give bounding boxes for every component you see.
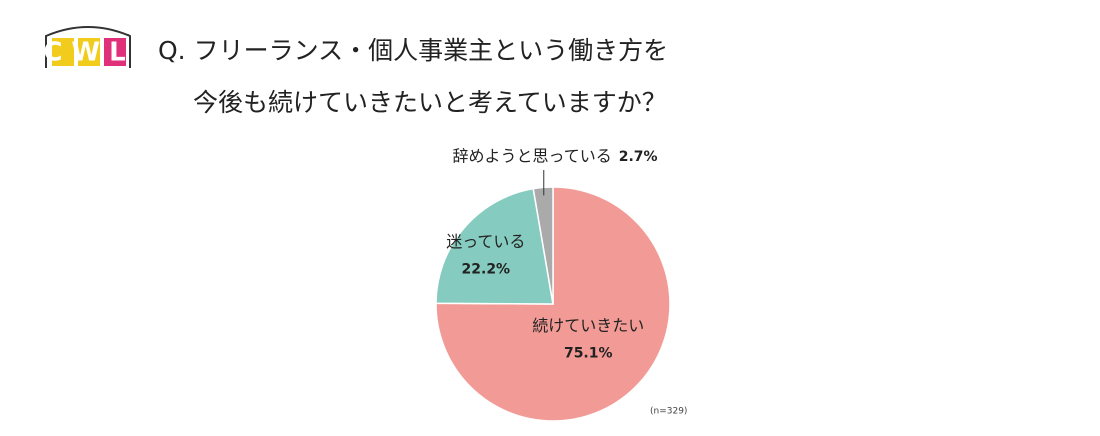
- logo-block: [104, 38, 126, 66]
- value-label: 2.7%: [619, 149, 658, 165]
- pie-slice: [435, 186, 671, 422]
- note: (n=329): [650, 407, 687, 417]
- logo-frame: [45, 26, 131, 68]
- title-line: 今後も続けていきたいと考えていますか？: [193, 88, 667, 117]
- logo-block: [52, 38, 74, 66]
- pie-slice: [435, 187, 554, 305]
- logo: CWL: [43, 26, 134, 68]
- logo-block: [78, 38, 100, 66]
- pie-slice: [532, 186, 554, 305]
- value-label: 75.1%: [564, 345, 613, 361]
- logo-text: CWL: [43, 38, 134, 68]
- value-label: 22.2%: [462, 261, 511, 277]
- slice-label: 辞めようと思っている: [453, 147, 612, 166]
- slice-label: 迷っている: [446, 232, 525, 251]
- slice-label: 続けていきたい: [532, 316, 644, 335]
- title-line: Q. フリーランス・個人事業主という働き方を: [158, 36, 668, 65]
